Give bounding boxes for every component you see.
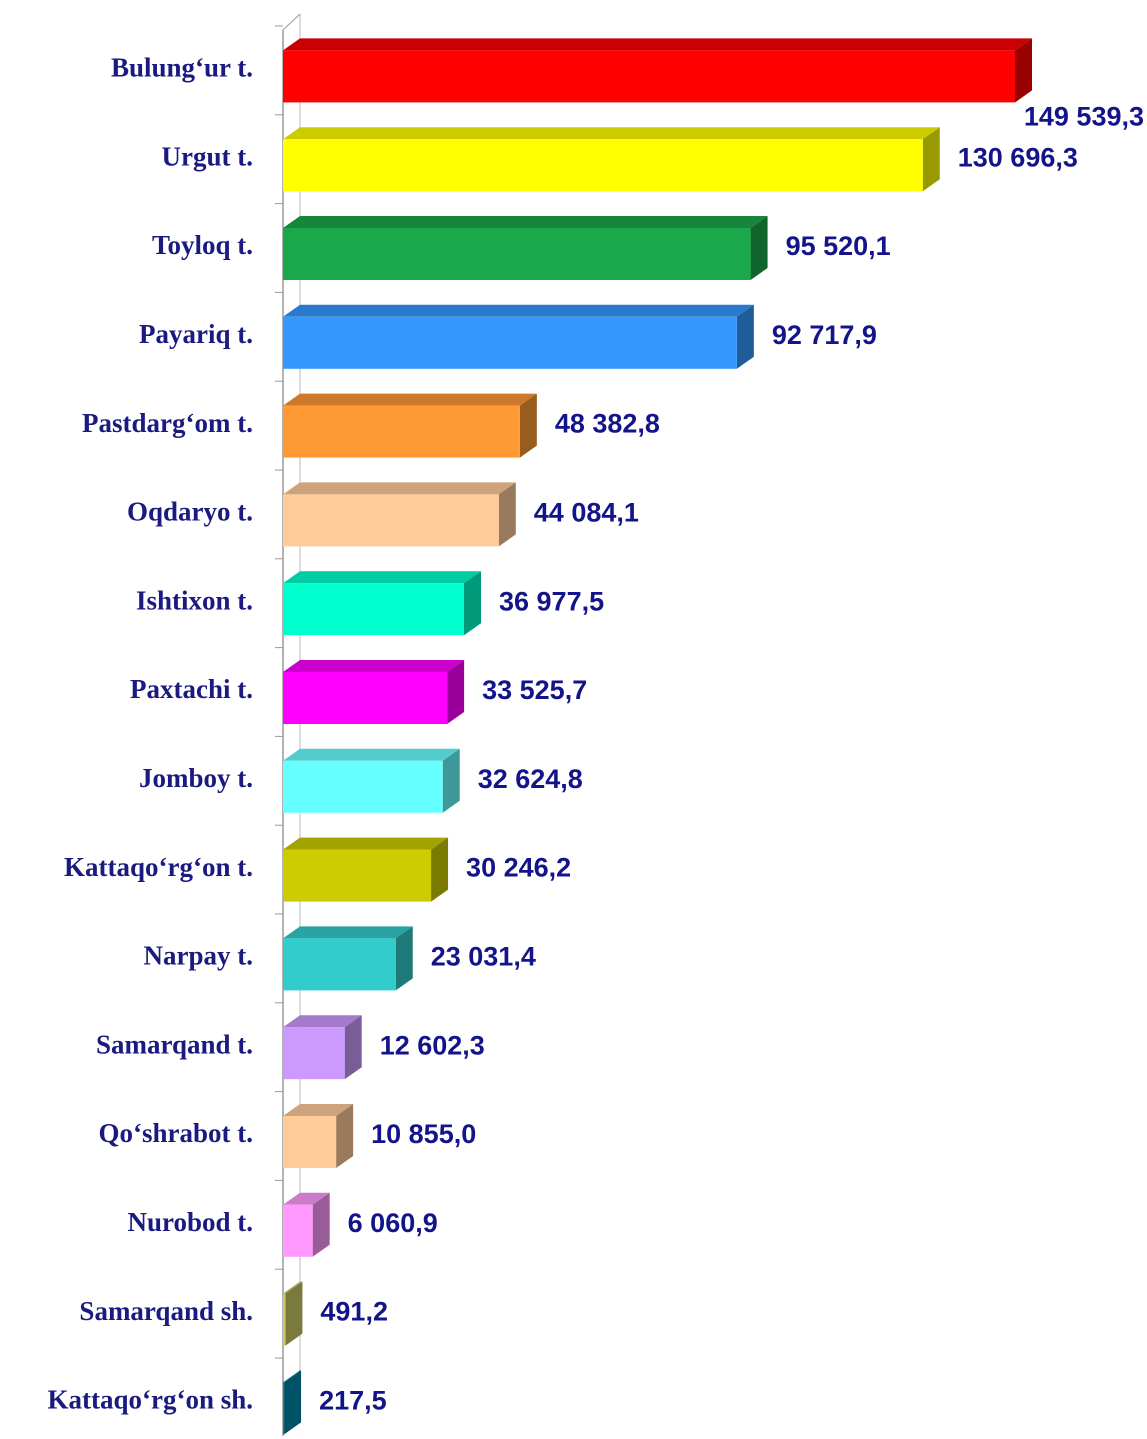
value-label: 23 031,4 bbox=[431, 942, 536, 972]
bar-side bbox=[1015, 38, 1032, 103]
bar-front bbox=[283, 1204, 313, 1257]
bar bbox=[283, 482, 516, 547]
category-label: Payariq t. bbox=[139, 319, 253, 349]
bar-front bbox=[283, 938, 396, 991]
bar-top bbox=[283, 1192, 330, 1205]
value-label: 44 084,1 bbox=[534, 498, 639, 528]
bar bbox=[283, 748, 460, 813]
value-label: 32 624,8 bbox=[478, 764, 583, 794]
bar-front bbox=[283, 1116, 337, 1168]
bar bbox=[283, 1370, 302, 1435]
bar bbox=[283, 1281, 303, 1346]
bar bbox=[283, 393, 537, 458]
bar bbox=[283, 571, 482, 636]
value-label: 30 246,2 bbox=[466, 853, 571, 883]
bar-top bbox=[283, 393, 537, 406]
bar-front bbox=[283, 139, 923, 192]
bar-side bbox=[519, 393, 537, 458]
bar-side bbox=[447, 660, 465, 724]
bar bbox=[283, 127, 940, 192]
category-label: Kattaqo‘rg‘on sh. bbox=[47, 1385, 253, 1415]
bar-side bbox=[336, 1104, 354, 1168]
value-label: 92 717,9 bbox=[772, 320, 877, 350]
bar-front bbox=[283, 316, 737, 369]
bar-side bbox=[312, 1192, 330, 1257]
category-label: Paxtachi t. bbox=[130, 674, 253, 704]
bar bbox=[283, 216, 768, 280]
bar-front bbox=[283, 1027, 345, 1080]
category-label: Qo‘shrabot t. bbox=[99, 1118, 254, 1148]
bar-top bbox=[283, 1370, 302, 1383]
bar-top bbox=[283, 304, 754, 317]
bar-top bbox=[283, 571, 482, 584]
bar bbox=[283, 1015, 362, 1080]
bar bbox=[283, 926, 413, 991]
value-label: 149 539,3 bbox=[1024, 102, 1144, 132]
bar-side bbox=[442, 748, 460, 813]
bar-top bbox=[283, 1281, 303, 1294]
bar bbox=[283, 38, 1032, 103]
category-label: Kattaqo‘rg‘on t. bbox=[64, 852, 253, 882]
bar bbox=[283, 304, 754, 369]
category-label: Oqdaryo t. bbox=[127, 497, 253, 527]
bar bbox=[283, 1192, 330, 1257]
bar-side bbox=[922, 127, 940, 192]
bar-side bbox=[498, 482, 516, 547]
bar-side bbox=[750, 216, 768, 280]
bar-side bbox=[736, 304, 754, 369]
category-label: Samarqand sh. bbox=[79, 1296, 253, 1326]
bar-front bbox=[283, 50, 1015, 103]
bar-front bbox=[283, 583, 465, 636]
bar-side bbox=[464, 571, 482, 636]
category-label: Narpay t. bbox=[144, 941, 254, 971]
bar-side bbox=[285, 1281, 303, 1346]
bar-side bbox=[344, 1015, 362, 1080]
bar-front bbox=[283, 405, 520, 458]
value-label: 217,5 bbox=[319, 1386, 387, 1416]
bar-top bbox=[283, 216, 768, 228]
value-label: 95 520,1 bbox=[786, 231, 891, 261]
bar-front bbox=[283, 760, 443, 813]
bar-top bbox=[283, 837, 449, 850]
category-label: Urgut t. bbox=[162, 141, 253, 171]
bar-front bbox=[283, 494, 499, 547]
value-label: 36 977,5 bbox=[499, 586, 604, 616]
bar-top bbox=[283, 660, 465, 672]
value-label: 12 602,3 bbox=[380, 1030, 485, 1060]
value-label: 10 855,0 bbox=[371, 1119, 476, 1149]
bar-top bbox=[283, 38, 1032, 51]
bar-top bbox=[283, 1104, 354, 1116]
bar-front bbox=[283, 1382, 285, 1435]
value-label: 6 060,9 bbox=[348, 1208, 438, 1238]
bar-front bbox=[283, 228, 751, 280]
category-label: Bulung‘ur t. bbox=[111, 53, 253, 83]
category-label: Ishtixon t. bbox=[136, 585, 253, 615]
value-label: 491,2 bbox=[320, 1297, 388, 1327]
bar-top bbox=[283, 748, 460, 761]
category-label: Pastdarg‘om t. bbox=[82, 408, 253, 438]
bar-front bbox=[283, 672, 448, 724]
value-label: 130 696,3 bbox=[958, 142, 1078, 172]
bar-front bbox=[283, 1293, 286, 1346]
bar-side bbox=[284, 1370, 302, 1435]
bar-top bbox=[283, 926, 413, 939]
bar-top bbox=[283, 127, 940, 140]
bar-top bbox=[283, 1015, 362, 1028]
bar-side bbox=[431, 837, 449, 902]
category-label: Jomboy t. bbox=[139, 763, 253, 793]
value-label: 33 525,7 bbox=[482, 675, 587, 705]
bar bbox=[283, 837, 449, 902]
value-label: 48 382,8 bbox=[555, 409, 660, 439]
category-label: Nurobod t. bbox=[127, 1207, 253, 1237]
category-label: Samarqand t. bbox=[96, 1029, 253, 1059]
bar-top bbox=[283, 482, 516, 495]
category-label: Toyloq t. bbox=[152, 230, 253, 260]
bar bbox=[283, 1104, 354, 1168]
bar bbox=[283, 660, 465, 724]
bar-side bbox=[395, 926, 413, 991]
bar-front bbox=[283, 849, 432, 902]
